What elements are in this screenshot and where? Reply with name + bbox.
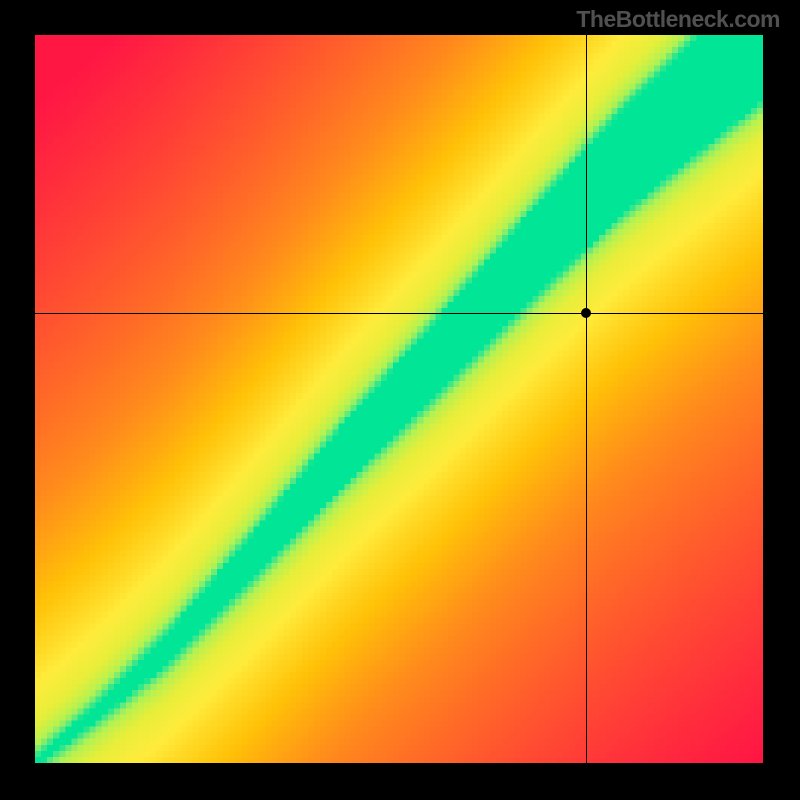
watermark-text: TheBottleneck.com <box>576 6 780 33</box>
heatmap-canvas <box>35 35 763 763</box>
crosshair-vertical-line <box>586 35 587 763</box>
heatmap-plot-area <box>35 35 763 763</box>
crosshair-horizontal-line <box>35 313 763 314</box>
intersection-marker-dot <box>581 308 591 318</box>
